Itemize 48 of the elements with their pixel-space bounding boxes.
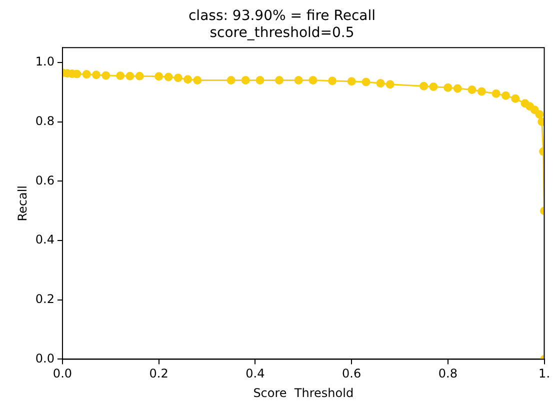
point: [429, 82, 438, 92]
y-axis-title: Recall: [15, 185, 30, 222]
point: [453, 84, 462, 93]
y-tick-label: 0.8: [35, 114, 54, 128]
point: [92, 70, 100, 80]
point: [135, 72, 144, 80]
point: [420, 82, 428, 90]
point: [174, 74, 182, 82]
y-tick-label: 0.6: [35, 173, 54, 188]
text: class: 93.90% = fire Recall: [188, 8, 376, 24]
point: [184, 75, 192, 84]
x-tick-label: 0.8: [438, 366, 458, 381]
point: [226, 76, 236, 84]
text: score_threshold=0.5: [210, 24, 354, 41]
point: [193, 76, 202, 84]
y-tick-label: 0.2: [35, 292, 54, 306]
x-axis-title: Score Threshold: [253, 386, 354, 400]
point: [154, 72, 164, 81]
x-tick-label: 0.4: [246, 366, 265, 381]
point: [492, 89, 500, 98]
point: [386, 80, 394, 89]
point: [376, 78, 385, 88]
point: [82, 70, 91, 79]
x-tick-label: 1.: [538, 366, 550, 381]
point: [294, 76, 303, 84]
y-tick-label: 0.4: [35, 232, 54, 247]
point: [126, 72, 134, 80]
x-tick-label: 0.2: [149, 366, 168, 381]
point: [164, 72, 173, 82]
point: [275, 76, 284, 84]
point: [444, 83, 452, 92]
point: [308, 76, 318, 84]
point: [501, 91, 510, 100]
point: [241, 76, 250, 84]
y-tick-label: 0.0: [35, 351, 54, 366]
point: [116, 72, 125, 80]
point: [347, 77, 356, 86]
y-tick-label: 1.0: [35, 54, 54, 69]
point: [511, 94, 520, 103]
point: [535, 110, 544, 119]
point: [362, 78, 370, 86]
point: [328, 76, 337, 86]
point: [468, 85, 476, 94]
point: [477, 87, 486, 96]
x-tick-label: 0.6: [342, 366, 362, 381]
point: [256, 76, 264, 84]
x-tick-label: 0.0: [52, 366, 72, 381]
point: [102, 71, 110, 80]
